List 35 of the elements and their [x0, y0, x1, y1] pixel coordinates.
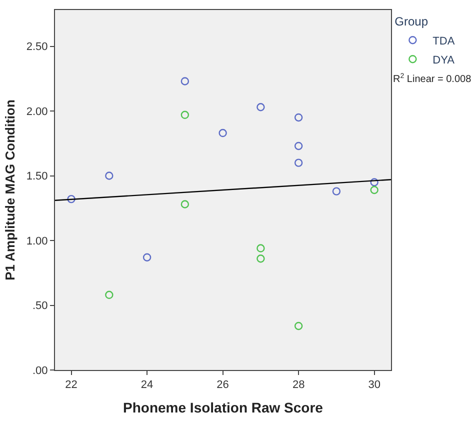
x-tick-label: 26 [216, 379, 229, 392]
point [180, 77, 190, 86]
y-tick-label: 2.00 [26, 106, 48, 118]
y-tick-label: 2.50 [26, 41, 48, 54]
y-tick-label: 1.00 [26, 235, 48, 248]
y-tick-label: .50 [32, 300, 48, 312]
point [370, 186, 378, 194]
x-tick-label: 22 [65, 379, 78, 392]
point [294, 113, 303, 122]
x-tick-label: 28 [292, 379, 305, 392]
point [105, 172, 114, 180]
x-tick-label: 24 [140, 379, 154, 392]
point [67, 194, 76, 204]
point [142, 253, 152, 262]
point [256, 244, 265, 252]
x-tick-label: 30 [368, 379, 380, 392]
legend-title: Group [394, 14, 428, 29]
point [294, 158, 303, 167]
legend-label: DYA [432, 54, 456, 66]
point [370, 178, 378, 186]
point [105, 290, 114, 299]
point [256, 254, 265, 263]
y-tick-label: 1.50 [26, 170, 48, 183]
legend-label: TDA [432, 35, 456, 48]
y-tick-label: .00 [32, 364, 48, 377]
point [218, 128, 227, 138]
text: R$^{2}$ Linear = 0.008 [393, 73, 472, 86]
point [294, 142, 303, 150]
point [294, 322, 303, 330]
point [180, 200, 190, 208]
point [332, 187, 341, 196]
point [180, 110, 190, 119]
x-axis-title: Phoneme Isolation Raw Score [123, 400, 324, 416]
y-axis-title: P1 Amplitude MAG Condition [2, 100, 18, 280]
point [256, 103, 265, 112]
